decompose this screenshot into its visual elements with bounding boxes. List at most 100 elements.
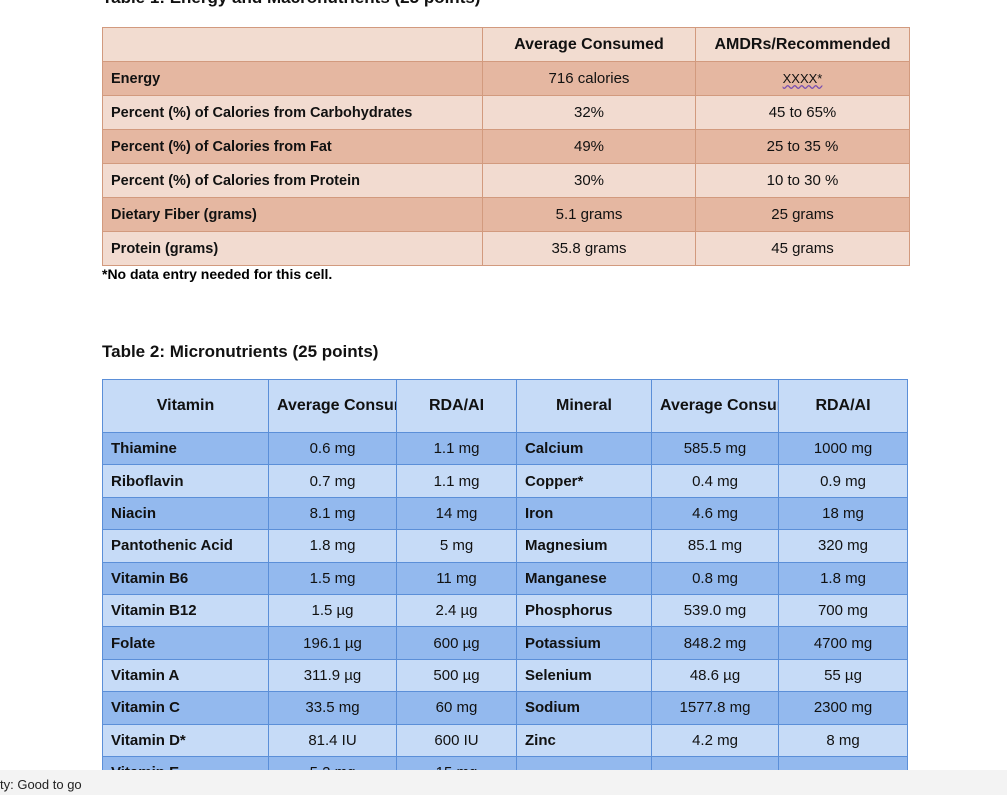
cell-text: 716 calories (548, 70, 630, 87)
header-cell: Average Consumed (268, 379, 397, 433)
table-cell: Dietary Fiber (grams) (102, 197, 483, 232)
table-cell: 700 mg (778, 593, 908, 628)
table-cell: Vitamin C (102, 691, 269, 725)
table-cell: 1.8 mg (268, 529, 397, 563)
table-cell: 2.4 µg (396, 593, 517, 628)
table-title: Table 2: Micronutrients (25 points) (102, 342, 379, 361)
table-cell: 311.9 µg (268, 658, 397, 693)
table-cell: 8 mg (778, 723, 908, 757)
table-cell: Percent (%) of Calories from Carbohydrat… (102, 95, 483, 130)
table-row: Percent (%) of Calories from Carbohydrat… (102, 95, 910, 130)
table-cell (778, 755, 908, 770)
table-cell: 4.6 mg (651, 496, 779, 531)
table-cell (651, 755, 779, 770)
cell-text: Dietary Fiber (grams) (111, 206, 257, 223)
table-cell: Vitamin E (102, 755, 269, 770)
cell-text: 45 to 65% (768, 104, 837, 121)
table-cell: 0.9 mg (778, 464, 908, 498)
header-cell: Average Consumed (651, 379, 779, 433)
cell-text: 25 to 35 % (766, 138, 839, 155)
table-cell: 1.5 µg (268, 593, 397, 628)
table-cell: 0.8 mg (651, 561, 779, 595)
cell-text: Protein (grams) (111, 240, 219, 257)
table-cell: 45 grams (695, 231, 910, 266)
table-row: Vitamin C 33.5 mg 60 mg Sodium 1577.8 mg 2300… (102, 691, 908, 725)
table-cell: Calcium (516, 431, 652, 466)
table-cell: 1.8 mg (778, 561, 908, 595)
document: Table 1: Energy and Macronutrients (25 p… (102, 0, 910, 770)
table-row: Vitamin D* 81.4 IU 600 IU Zinc 4.2 mg 8 mg (102, 723, 908, 757)
header-cell: RDA/AI (778, 379, 908, 433)
table-row: Niacin 8.1 mg 14 mg Iron 4.6 mg 18 mg (102, 496, 908, 531)
table-cell: Thiamine (102, 431, 269, 466)
table-row: Vitamin B12 1.5 µg 2.4 µg Phosphorus 539.0 m… (102, 593, 908, 628)
table-cell: Folate (102, 626, 269, 660)
header-cell: Average Consumed (482, 27, 696, 62)
table-row: Percent (%) of Calories from Fat 49% 25 to… (102, 129, 910, 164)
cell-text: 25 grams (771, 206, 834, 223)
cell-text: 10 to 30 % (766, 172, 839, 189)
cell-text: Percent (%) of Calories from Carbohydrat… (111, 104, 413, 121)
table-cell: Potassium (516, 626, 652, 660)
table-cell: 33.5 mg (268, 691, 397, 725)
table-cell: 0.7 mg (268, 464, 397, 498)
table-row: Riboflavin 0.7 mg 1.1 mg Copper* 0.4 mg 0.9 m… (102, 464, 908, 498)
table-cell: 0.4 mg (651, 464, 779, 498)
table-cell: 85.1 mg (651, 529, 779, 563)
table-cell: Phosphorus (516, 593, 652, 628)
table-cell: 14 mg (396, 496, 517, 531)
table-row: Dietary Fiber (grams) 5.1 grams 25 grams (102, 197, 910, 232)
cell-text: Energy (111, 70, 161, 87)
table-row: Pantothenic Acid 1.8 mg 5 mg Magnesium 85.1 … (102, 529, 908, 563)
table-cell: 45 to 65% (695, 95, 910, 130)
cell-text: Percent (%) of Calories from Fat (111, 138, 332, 155)
cell-text: 5.1 grams (555, 206, 623, 223)
table-cell: 1.1 mg (396, 431, 517, 466)
table-cell: Protein (grams) (102, 231, 483, 266)
table-cell: Iron (516, 496, 652, 531)
table-row: Energy 716 calories XXXX* (102, 61, 910, 96)
table-cell: 60 mg (396, 691, 517, 725)
table-cell: 1577.8 mg (651, 691, 779, 725)
table-cell: Vitamin A (102, 658, 269, 693)
table-cell: 848.2 mg (651, 626, 779, 660)
table-cell: 55 µg (778, 658, 908, 693)
cell-text: 32% (573, 104, 605, 121)
table-cell: Percent (%) of Calories from Protein (102, 163, 483, 198)
table-cell: Zinc (516, 723, 652, 757)
table-cell: XXXX* (695, 61, 910, 96)
table-cell: Energy (102, 61, 483, 96)
table-cell: Selenium (516, 658, 652, 693)
table-cell: 4700 mg (778, 626, 908, 660)
header-cell: Mineral (516, 379, 652, 433)
status-text: ty: Good to go (0, 777, 82, 792)
table-cell: 320 mg (778, 529, 908, 563)
table-cell: 10 to 30 % (695, 163, 910, 198)
footnote: *No data entry needed for this cell. (102, 266, 333, 282)
table-cell: 32% (482, 95, 696, 130)
table-cell: Vitamin B6 (102, 561, 269, 595)
cell-text: 49% (573, 138, 605, 155)
table-cell: 0.6 mg (268, 431, 397, 466)
table-cell: 11 mg (396, 561, 517, 595)
table-cell: 1.5 mg (268, 561, 397, 595)
cell-text: 45 grams (771, 240, 834, 257)
table-cell: 30% (482, 163, 696, 198)
table-cell: 5.2 mg (268, 755, 397, 770)
table-cell: Riboflavin (102, 464, 269, 498)
header-cell: RDA/AI (396, 379, 517, 433)
table-title: Table 1: Energy and Macronutrients (25 p… (102, 0, 480, 8)
table-cell: 18 mg (778, 496, 908, 531)
table-cell: 539.0 mg (651, 593, 779, 628)
cell-text: 35.8 grams (551, 240, 627, 257)
table-cell: 5 mg (396, 529, 517, 563)
table-row: Vitamin B6 1.5 mg 11 mg Manganese 0.8 mg 1.8 … (102, 561, 908, 595)
table-cell: 48.6 µg (651, 658, 779, 693)
table-cell (516, 755, 652, 770)
table-cell: 716 calories (482, 61, 696, 96)
table-cell: 1.1 mg (396, 464, 517, 498)
table-cell: 196.1 µg (268, 626, 397, 660)
